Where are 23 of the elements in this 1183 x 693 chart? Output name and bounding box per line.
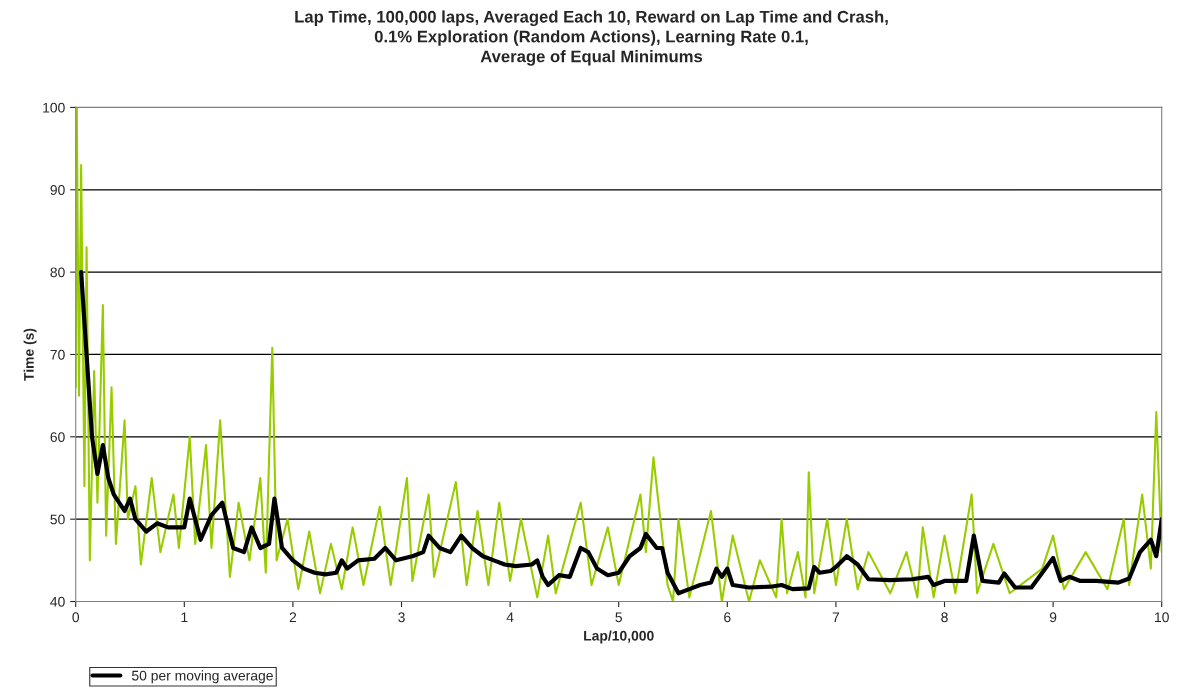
x-axis-title: Lap/10,000: [584, 630, 654, 644]
legend-label: 50 per moving average: [131, 670, 273, 684]
x-tick-label: 10: [1155, 612, 1169, 623]
y-tick-label: 70: [50, 349, 65, 360]
y-tick-label: 100: [43, 102, 65, 113]
line-series: [75, 107, 1162, 602]
x-tick-label: 4: [506, 612, 514, 623]
y-tick-label: 90: [50, 185, 65, 195]
chart-title: Lap Time, 100,000 laps, Averaged Each 10, Reward on Lap Time and Crash, 0.1% Exploration (Random Actions), Learning Rate 0.1, Average of Equal Minimums: [295, 10, 888, 66]
x-tick-label: 3: [398, 612, 405, 623]
y-tick-label: 60: [50, 432, 65, 442]
y-axis-title: Time (s): [23, 328, 37, 381]
x-tick-label: 8: [941, 612, 948, 623]
y-tick-label: 40: [50, 596, 65, 607]
x-tick-label: 6: [724, 612, 731, 623]
x-tick-label: 1: [181, 612, 188, 623]
y-tick-label: 50: [50, 514, 65, 525]
x-tick-label: 0: [72, 612, 80, 623]
x-tick-label: 5: [615, 612, 622, 623]
x-tick-label: 2: [289, 612, 297, 623]
x-tick-label: 9: [1049, 612, 1057, 623]
x-tick-label: 7: [832, 612, 840, 623]
y-tick-label: 80: [50, 267, 65, 278]
